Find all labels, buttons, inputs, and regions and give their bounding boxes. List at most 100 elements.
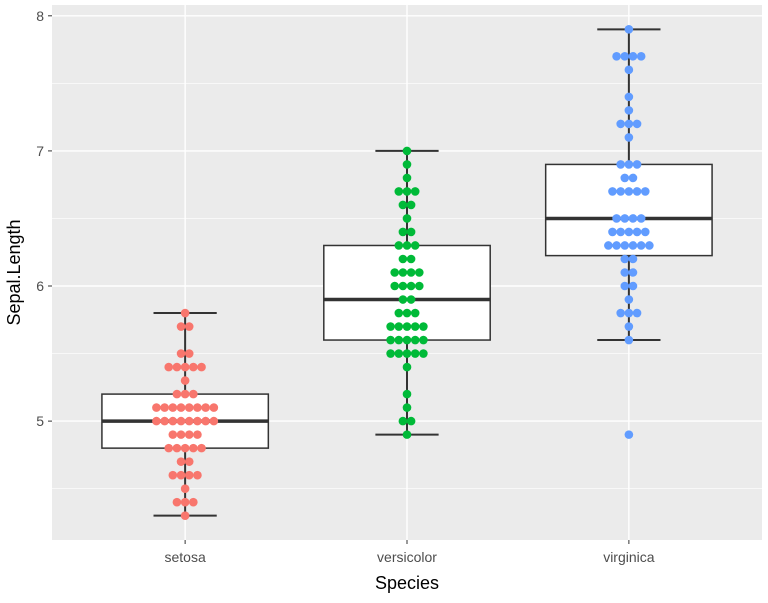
dot-virginica: [640, 187, 650, 196]
dot-versicolor: [406, 227, 416, 237]
dot-setosa: [184, 416, 194, 426]
dot-virginica: [636, 52, 646, 61]
dot-virginica: [620, 241, 630, 250]
dot-virginica: [628, 281, 638, 291]
dot-virginica: [616, 308, 625, 318]
dot-setosa: [172, 389, 182, 399]
dot-virginica: [624, 308, 634, 318]
dot-setosa: [164, 443, 174, 453]
dot-versicolor: [402, 362, 412, 372]
dot-virginica: [624, 133, 634, 142]
dot-setosa: [172, 497, 182, 507]
dot-versicolor: [415, 281, 424, 291]
dot-setosa: [201, 403, 210, 412]
dot-virginica: [632, 119, 642, 129]
dot-setosa: [168, 416, 178, 426]
dot-versicolor: [398, 254, 408, 264]
box-virginica: [544, 163, 713, 257]
dot-setosa: [184, 349, 194, 358]
dot-virginica: [624, 227, 634, 237]
y-axis: 5 6 7 8: [36, 8, 52, 429]
dot-setosa: [189, 362, 198, 372]
dot-versicolor: [394, 322, 404, 331]
dot-setosa: [209, 416, 219, 426]
dot-virginica: [620, 254, 630, 264]
dot-versicolor: [419, 322, 428, 331]
dot-versicolor: [386, 335, 395, 345]
dot-virginica: [624, 106, 634, 115]
dot-virginica: [608, 227, 617, 237]
dot-virginica: [612, 52, 621, 61]
dot-setosa: [180, 308, 190, 318]
dot-versicolor: [386, 322, 395, 331]
dot-versicolor: [402, 389, 412, 399]
dot-virginica: [624, 160, 634, 169]
dot-virginica: [620, 52, 630, 61]
dot-setosa: [168, 403, 178, 412]
dot-setosa: [197, 362, 206, 372]
dot-versicolor: [406, 254, 416, 264]
dot-versicolor: [398, 268, 408, 277]
dot-setosa: [176, 470, 186, 480]
dot-virginica: [632, 187, 642, 196]
dot-setosa: [180, 389, 190, 399]
dot-versicolor: [394, 335, 404, 345]
dot-setosa: [160, 403, 169, 412]
dot-setosa: [197, 443, 206, 453]
dot-virginica: [624, 25, 634, 34]
dot-versicolor: [390, 281, 400, 291]
dot-virginica: [604, 241, 613, 250]
dot-virginica: [628, 173, 638, 183]
dot-versicolor: [406, 295, 416, 304]
dot-versicolor: [419, 335, 428, 345]
dot-setosa: [180, 497, 190, 507]
dot-versicolor: [394, 187, 404, 196]
dot-virginica: [608, 187, 617, 196]
dot-versicolor: [402, 173, 412, 183]
dot-setosa: [184, 430, 194, 439]
dot-setosa: [176, 430, 186, 439]
dot-versicolor: [410, 349, 420, 358]
x-axis: setosa versicolor virginica: [165, 540, 655, 565]
dot-setosa: [193, 430, 202, 439]
dot-virginica: [628, 241, 638, 250]
dot-setosa: [180, 376, 190, 385]
dot-setosa: [172, 443, 182, 453]
y-tick-label: 8: [36, 8, 44, 24]
dot-virginica: [624, 335, 634, 345]
dot-versicolor: [402, 146, 412, 156]
dot-setosa: [193, 403, 202, 412]
dot-setosa: [168, 430, 178, 439]
dot-virginica: [620, 268, 630, 277]
dot-setosa: [172, 362, 182, 372]
dot-versicolor: [406, 268, 416, 277]
dot-setosa: [160, 416, 169, 426]
dot-virginica: [620, 173, 630, 183]
dot-virginica: [624, 92, 634, 102]
dot-setosa: [193, 416, 202, 426]
dot-setosa: [180, 511, 190, 520]
dot-virginica: [624, 295, 634, 304]
dot-virginica: [632, 308, 642, 318]
dot-virginica: [632, 227, 642, 237]
dot-versicolor: [402, 308, 412, 318]
dot-versicolor: [410, 187, 420, 196]
dot-versicolor: [410, 241, 420, 250]
dot-setosa: [180, 484, 190, 493]
dot-setosa: [184, 403, 194, 412]
dot-virginica: [640, 227, 650, 237]
dot-setosa: [184, 470, 194, 480]
dot-virginica: [632, 160, 642, 169]
dot-versicolor: [406, 416, 416, 426]
dot-versicolor: [398, 200, 408, 210]
boxes: [101, 28, 713, 517]
dot-versicolor: [398, 295, 408, 304]
y-tick-label: 6: [36, 278, 44, 294]
dot-virginica: [616, 119, 625, 129]
dot-versicolor: [402, 322, 412, 331]
dot-virginica: [620, 214, 630, 223]
dot-versicolor: [402, 241, 412, 250]
dot-setosa: [176, 349, 186, 358]
dot-versicolor: [386, 349, 395, 358]
